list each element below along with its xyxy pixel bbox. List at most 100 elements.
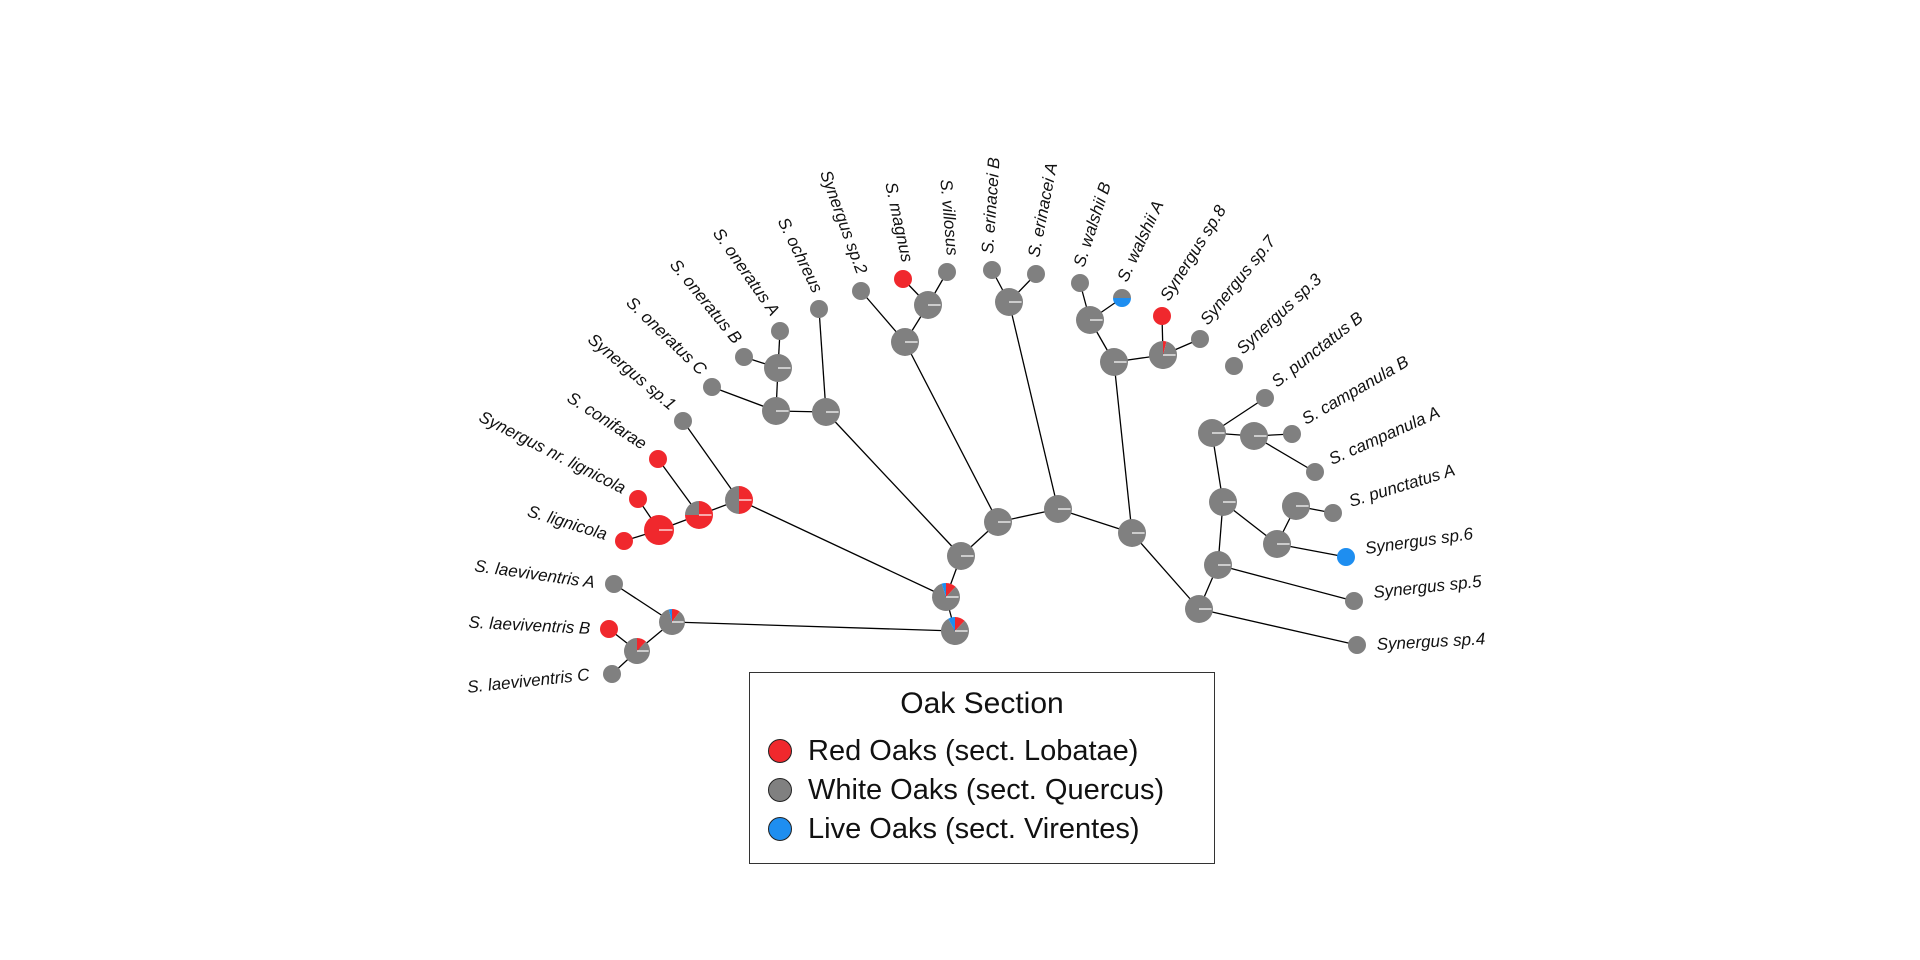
pie-slice — [685, 501, 699, 515]
tip-label: S. erinacei B — [978, 157, 1004, 254]
legend-label: Red Oaks (sect. Lobatae) — [808, 734, 1139, 767]
tip-label: S. conifarae — [564, 388, 650, 453]
tree-branch — [1217, 564, 1355, 602]
pie-slice — [623, 638, 650, 664]
ancestral-node-pie — [1198, 419, 1226, 447]
legend-title: Oak Section — [900, 687, 1064, 720]
live-oak-swatch-icon — [768, 817, 792, 841]
tip-marker — [1027, 265, 1045, 283]
tree-branch — [738, 499, 947, 598]
tree-branch — [825, 411, 962, 557]
tip-marker — [1113, 289, 1131, 307]
tip-marker — [938, 263, 956, 281]
ancestral-node-pie — [725, 486, 753, 514]
tree-branch — [1008, 301, 1059, 510]
tree-branch — [818, 308, 827, 413]
red-oak-swatch-icon — [768, 739, 792, 763]
tip-marker — [1225, 357, 1243, 375]
tip-label: S. walshii B — [1070, 180, 1115, 269]
tip-label: Synergus sp.4 — [1376, 629, 1486, 654]
ancestral-node-pie — [764, 354, 792, 382]
tip-labels: S. laeviventris C S. laeviventris B S. lae… — [466, 157, 1485, 697]
tree-branch — [682, 420, 740, 501]
tip-marker — [1348, 636, 1366, 654]
pie-slice — [948, 617, 955, 631]
tip-marker — [1071, 274, 1089, 292]
pie-slice — [725, 486, 739, 514]
tip-label: S. laeviventris B — [468, 613, 591, 638]
ancestral-node-pie — [1044, 495, 1072, 523]
ancestral-node-pie — [1263, 530, 1291, 558]
tip-label: Synergus sp.2 — [816, 168, 871, 277]
pie-slice — [637, 638, 646, 651]
tree-branch — [671, 621, 956, 632]
tip-marker — [674, 412, 692, 430]
ancestral-node-pie — [685, 501, 713, 529]
legend-item-white-oaks: White Oaks (sect. Quercus) — [768, 772, 1164, 808]
tip-marker — [703, 378, 721, 396]
tree-branch — [1131, 532, 1200, 610]
ancestral-node-pie — [623, 638, 650, 664]
tip-marker — [1345, 592, 1363, 610]
ancestral-node-pie — [812, 398, 840, 426]
tip-marker — [1256, 389, 1274, 407]
pie-slice — [941, 618, 970, 646]
legend-item-red-oaks: Red Oaks (sect. Lobatae) — [768, 733, 1138, 769]
tip-marker — [1153, 307, 1171, 325]
ancestral-node-pie — [644, 515, 674, 545]
tree-branch — [904, 341, 999, 523]
tip-half — [1113, 298, 1131, 307]
pie-slice — [941, 583, 946, 597]
tip-marker — [603, 665, 621, 683]
tip-marker — [629, 490, 647, 508]
tip-marker — [735, 348, 753, 366]
legend-label: Live Oaks (sect. Virentes) — [808, 812, 1140, 845]
pie-slice — [946, 583, 956, 597]
ancestral-node-pie — [1100, 348, 1128, 376]
ancestral-node-pie — [1240, 422, 1268, 450]
ancestral-node-pie — [1209, 488, 1237, 516]
tip-label: S. laeviventris C — [466, 665, 591, 697]
tip-label: S. villosus — [936, 178, 962, 256]
ancestral-node-pie — [941, 617, 970, 646]
ancestral-node-pie — [947, 542, 975, 570]
ancestral-node-pie — [914, 291, 942, 319]
tip-marker — [1306, 463, 1324, 481]
ancestral-state-nodes — [623, 288, 1310, 664]
ancestral-node-pie — [995, 288, 1023, 316]
tip-label: S. walshii A — [1113, 198, 1167, 285]
pie-slice — [955, 617, 965, 631]
tip-marker — [1191, 330, 1209, 348]
tip-label: S. magnus — [881, 180, 917, 264]
tip-marker — [605, 575, 623, 593]
tip-marker — [1283, 425, 1301, 443]
legend: Oak Section Red Oaks (sect. Lobatae) Whi… — [749, 672, 1215, 864]
tip-label: S. laeviventris A — [473, 556, 596, 592]
ancestral-node-pie — [1185, 595, 1213, 623]
tip-label: S. lignicola — [525, 502, 609, 544]
ancestral-node-pie — [762, 397, 790, 425]
pie-slice — [1163, 341, 1167, 355]
tip-marker — [1337, 548, 1355, 566]
tip-label: S. campanula A — [1326, 403, 1443, 469]
ancestral-node-pie — [1118, 519, 1146, 547]
tip-marker — [852, 282, 870, 300]
ancestral-node-pie — [932, 583, 961, 611]
tip-label: S. ochreus — [774, 214, 827, 296]
ancestral-node-pie — [1148, 341, 1177, 369]
tip-marker — [615, 532, 633, 550]
tip-marker — [600, 620, 618, 638]
tip-marker — [771, 322, 789, 340]
tip-label: S. punctatus A — [1347, 461, 1458, 511]
legend-item-live-oaks: Live Oaks (sect. Virentes) — [768, 811, 1139, 847]
tip-label: Synergus sp.6 — [1364, 524, 1475, 558]
tip-marker — [810, 300, 828, 318]
ancestral-node-pie — [659, 609, 685, 636]
pie-slice — [668, 609, 672, 622]
tip-label: S. erinacei A — [1024, 161, 1061, 259]
tree-branch — [1113, 361, 1133, 534]
tip-label: Synergus sp.5 — [1372, 572, 1483, 602]
tip-label: S. campanula B — [1299, 352, 1412, 428]
tip-marker — [1324, 504, 1342, 522]
